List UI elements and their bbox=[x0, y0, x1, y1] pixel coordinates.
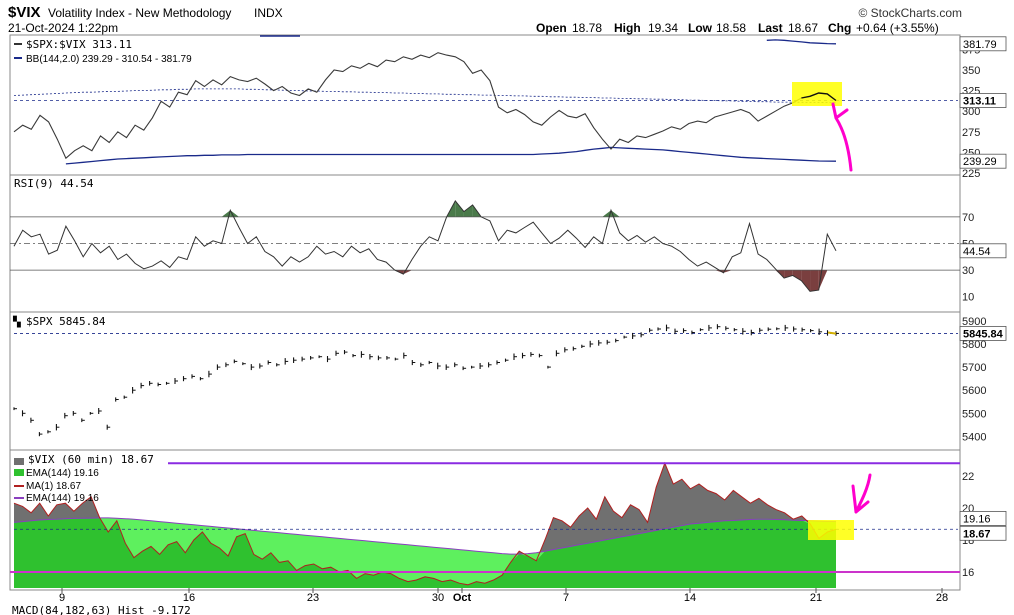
rsi-panel: 7050301044.54 bbox=[10, 200, 1007, 304]
macd-cut-label: MACD(84,182,63) Hist -9.172 bbox=[12, 604, 191, 615]
rsi-tick-label-2: 30 bbox=[962, 265, 974, 277]
ratio-line-highlighted bbox=[801, 92, 837, 102]
security-name: Volatility Index - New Methodology bbox=[48, 6, 231, 20]
ema-purple-line bbox=[13, 517, 836, 555]
vix-tick-label-0: 22 bbox=[962, 471, 974, 483]
low-value: 18.58 bbox=[716, 21, 746, 35]
date-label: 21-Oct-2024 1:22pm bbox=[8, 21, 118, 35]
bar-chart-icon: ▚ bbox=[12, 315, 21, 328]
rsi-overbought-fill bbox=[455, 200, 464, 217]
high-value: 19.34 bbox=[648, 21, 678, 35]
rsi-last-tag: 44.54 bbox=[963, 246, 991, 258]
brand-label: © StockCharts.com bbox=[858, 6, 962, 20]
vix-tick-label-3: 16 bbox=[962, 567, 974, 579]
spx-last-tag-box bbox=[959, 325, 1007, 341]
spx-panel-frame bbox=[9, 311, 961, 451]
spx-latest-bar bbox=[827, 331, 837, 335]
ema-green-swatch bbox=[14, 469, 24, 476]
ratio-last-tag-box bbox=[959, 93, 1007, 108]
spx-legend: $SPX 5845.84 bbox=[26, 315, 106, 328]
x-tick-label-6: 14 bbox=[684, 592, 696, 604]
vix-ema-tag-box bbox=[959, 510, 1007, 526]
ratio-lower-tag: 239.29 bbox=[963, 156, 997, 168]
x-tick-label-7: 21 bbox=[810, 592, 822, 604]
rsi-oversold-fill bbox=[810, 270, 819, 292]
ratio-tick-label-4: 275 bbox=[962, 127, 980, 139]
x-tick-label-5: 7 bbox=[563, 592, 569, 604]
open-value: 18.78 bbox=[572, 21, 602, 35]
ratio-lower-tag-box bbox=[959, 153, 1007, 169]
bb-upper-line bbox=[766, 39, 837, 45]
highlight-box-vix bbox=[808, 520, 854, 540]
vix-last-tag-box bbox=[959, 525, 1007, 541]
ma-red-legend: MA(1) 18.67 bbox=[26, 481, 81, 492]
ratio-tick-label-3: 300 bbox=[962, 106, 980, 118]
last-value: 18.67 bbox=[788, 21, 818, 35]
rsi-overbought-fill bbox=[463, 204, 473, 217]
bb-lower-line bbox=[65, 146, 837, 165]
vix-ema-tag: 19.16 bbox=[963, 513, 991, 525]
spx-last-tag: 5845.84 bbox=[963, 328, 1004, 340]
open-label: Open bbox=[536, 21, 567, 35]
x-tick-label-0: 9 bbox=[59, 592, 65, 604]
last-label: Last bbox=[758, 21, 783, 35]
x-tick-label-4: Oct bbox=[453, 592, 472, 604]
ratio-upper-tag-box bbox=[959, 36, 1007, 52]
ratio-tick-label-6: 225 bbox=[962, 168, 980, 180]
pink-arrow-down-icon bbox=[851, 473, 872, 514]
ratio-last-tag: 313.11 bbox=[963, 96, 996, 108]
vix-last-tag: 18.67 bbox=[963, 528, 991, 540]
chg-label: Chg bbox=[828, 21, 851, 35]
rsi-last-tag-box bbox=[959, 243, 1007, 259]
rsi-line bbox=[13, 200, 837, 292]
x-tick-label-2: 23 bbox=[307, 592, 319, 604]
ema-green-legend: EMA(144) 19.16 bbox=[26, 468, 99, 479]
bb-legend: BB(144,2.0) 239.29 - 310.54 - 381.79 bbox=[26, 54, 192, 65]
rsi-oversold-fill bbox=[723, 270, 733, 273]
exchange-label: INDX bbox=[254, 6, 283, 20]
ema-purple-legend: EMA(144) 19.16 bbox=[26, 493, 99, 504]
ratio-tick-label-1: 350 bbox=[962, 65, 980, 77]
rsi-oversold-fill bbox=[714, 270, 724, 273]
x-tick-label-1: 16 bbox=[183, 592, 195, 604]
vix-legend-swatch bbox=[14, 458, 24, 465]
bb-middle-line bbox=[13, 88, 836, 103]
spx-tick-label-4: 5500 bbox=[962, 408, 986, 420]
annotations bbox=[792, 82, 872, 540]
symbol-label: $VIX bbox=[8, 4, 41, 21]
rsi-oversold-fill bbox=[801, 270, 811, 292]
vix-legend: $VIX (60 min) 18.67 bbox=[28, 453, 154, 466]
high-label: High bbox=[614, 21, 641, 35]
rsi-tick-label-3: 10 bbox=[962, 292, 974, 304]
rsi-overbought-fill bbox=[221, 210, 231, 217]
ma-red-line bbox=[13, 461, 837, 586]
low-label: Low bbox=[688, 21, 713, 35]
spx-tick-label-2: 5700 bbox=[962, 362, 986, 374]
ratio-line bbox=[13, 52, 837, 160]
rsi-oversold-fill bbox=[792, 270, 802, 281]
x-tick-label-8: 28 bbox=[936, 592, 948, 604]
spx-tick-label-0: 5900 bbox=[962, 316, 986, 328]
chg-value: +0.64 (+3.55%) bbox=[856, 21, 939, 35]
spx-tick-label-1: 5800 bbox=[962, 339, 986, 351]
x-axis: 9 16 23 30 Oct 7 14 21 28 bbox=[59, 588, 948, 604]
spx-tick-label-5: 5400 bbox=[962, 431, 986, 443]
x-tick-label-3: 30 bbox=[432, 592, 444, 604]
rsi-legend: RSI(9) 44.54 bbox=[14, 177, 94, 190]
rsi-tick-label-0: 70 bbox=[962, 212, 974, 224]
ratio-legend: $SPX:$VIX 313.11 bbox=[26, 38, 132, 51]
pink-arrow-up-icon bbox=[831, 102, 853, 172]
ratio-upper-tag: 381.79 bbox=[963, 39, 997, 51]
spx-tick-label-3: 5600 bbox=[962, 385, 986, 397]
spx-panel: 5900 5800 5700 5600 5500 5400 5845.84 bbox=[13, 316, 1007, 443]
rsi-overbought-fill bbox=[602, 210, 612, 217]
